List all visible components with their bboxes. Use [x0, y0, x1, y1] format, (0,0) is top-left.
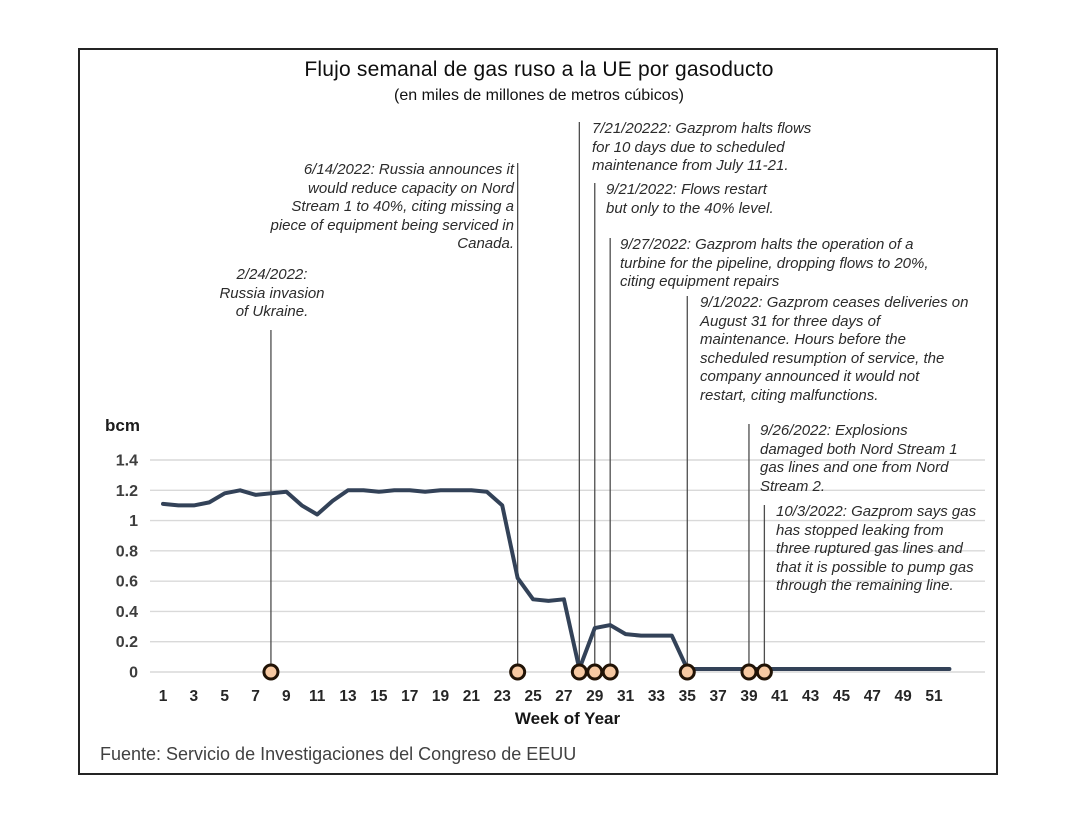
x-tick-label: 23	[494, 688, 512, 705]
x-tick-label: 37	[709, 688, 726, 705]
y-axis-unit-label: bcm	[105, 416, 140, 435]
x-tick-label: 51	[925, 688, 943, 705]
y-tick-label: 0.2	[116, 634, 138, 651]
x-tick-label: 3	[190, 688, 199, 705]
annotation-6-14-2022: 6/14/2022: Russia announces it would red…	[270, 161, 515, 252]
x-tick-label: 43	[802, 688, 820, 705]
annotation-9-27-2022: 9/27/2022: Gazprom halts the operation o…	[620, 236, 929, 290]
x-tick-label: 11	[309, 688, 326, 705]
event-marker	[262, 663, 280, 681]
annotation-10-3-2022: 10/3/2022: Gazprom says gas has stopped …	[776, 503, 977, 594]
event-marker	[755, 663, 773, 681]
y-tick-label: 0.8	[116, 543, 138, 560]
event-marker	[509, 663, 527, 681]
source-caption: Fuente: Servicio de Investigaciones del …	[100, 744, 577, 764]
event-marker	[586, 663, 604, 681]
x-tick-label: 33	[648, 688, 666, 705]
x-tick-label: 27	[555, 688, 572, 705]
y-tick-label: 0	[129, 665, 138, 682]
x-tick-label: 41	[771, 688, 789, 705]
annotation-7-21-20222: 7/21/20222: Gazprom halts flows for 10 d…	[592, 120, 812, 174]
y-tick-label: 0.6	[116, 574, 138, 591]
x-tick-label: 9	[282, 688, 291, 705]
y-tick-label: 0.4	[116, 604, 138, 621]
x-tick-label: 13	[339, 688, 357, 705]
gas-flow-line	[161, 488, 952, 671]
x-tick-label: 47	[864, 688, 881, 705]
y-tick-label: 1	[129, 513, 138, 530]
x-tick-label: 39	[740, 688, 758, 705]
x-tick-label: 29	[586, 688, 604, 705]
x-tick-label: 21	[463, 688, 481, 705]
x-tick-label: 7	[251, 688, 260, 705]
x-tick-label: 5	[220, 688, 229, 705]
chart-subtitle: (en miles de millones de metros cúbicos)	[394, 87, 684, 104]
x-tick-label: 15	[370, 688, 388, 705]
event-marker	[740, 663, 758, 681]
x-tick-label: 25	[524, 688, 542, 705]
event-marker	[601, 663, 619, 681]
x-tick-label: 35	[679, 688, 697, 705]
event-marker	[570, 663, 588, 681]
event-marker	[678, 663, 696, 681]
annotation-9-26-2022: 9/26/2022: Explosions damaged both Nord …	[760, 422, 958, 495]
chart-frame	[78, 48, 998, 775]
y-tick-label: 1.2	[116, 483, 138, 500]
x-tick-label: 49	[895, 688, 913, 705]
x-tick-label: 31	[617, 688, 635, 705]
annotation-9-1-2022: 9/1/2022: Gazprom ceases deliveries on A…	[700, 294, 969, 404]
annotation-9-21-2022: 9/21/2022: Flows restart but only to the…	[606, 181, 774, 217]
x-tick-label: 19	[432, 688, 450, 705]
annotation-2-24-2022: 2/24/2022: Russia invasion of Ukraine.	[219, 266, 325, 320]
x-axis-title: Week of Year	[514, 709, 621, 728]
y-tick-label: 1.4	[116, 452, 138, 469]
x-tick-label: 1	[159, 688, 168, 705]
x-tick-label: 45	[833, 688, 851, 705]
chart-title: Flujo semanal de gas ruso a la UE por ga…	[304, 58, 774, 81]
x-tick-label: 17	[401, 688, 418, 705]
